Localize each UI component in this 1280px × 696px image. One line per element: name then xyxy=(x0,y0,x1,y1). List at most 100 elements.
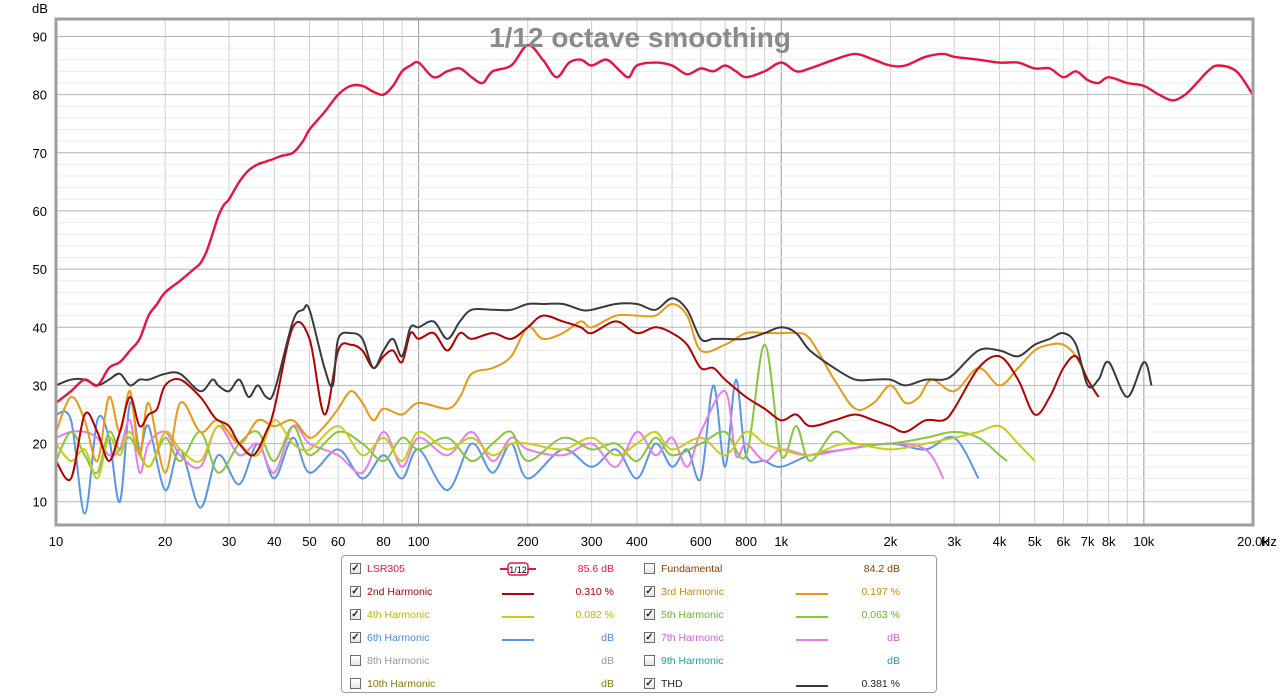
legend-row-5th-harmonic: ✓ 5th Harmonic 0.063 % xyxy=(644,606,934,626)
9th-harmonic-value: dB xyxy=(887,655,900,667)
5th-harmonic-line xyxy=(56,343,1008,475)
thd-swatch xyxy=(796,685,828,687)
x-tick-labels: 10 20 30 40 50 60 80 100 200 300 400 600 800 1k 2k 3k 4k… xyxy=(49,534,1270,549)
6th-harmonic-value: dB xyxy=(601,632,614,644)
legend-row-2nd-harmonic: ✓ 2nd Harmonic 0.310 % xyxy=(350,583,640,603)
lsr305-value: 85.6 dB xyxy=(577,563,614,575)
legend-row-9th-harmonic: 9th Harmonic dB xyxy=(644,652,934,672)
lsr305-checkbox[interactable]: ✓ xyxy=(350,563,361,574)
x-tick-label: 400 xyxy=(626,534,648,549)
fundamental-value: 84.2 dB xyxy=(863,563,900,575)
10th-harmonic-value: dB xyxy=(601,678,614,690)
y-tick-label: 80 xyxy=(33,88,47,103)
chart-title: 1/12 octave smoothing xyxy=(489,22,791,53)
x-tick-label: 7k xyxy=(1081,534,1095,549)
fundamental-checkbox[interactable] xyxy=(644,563,655,574)
plot-border xyxy=(54,17,1255,527)
legend-row-3rd-harmonic: ✓ 3rd Harmonic 0.197 % xyxy=(644,583,934,603)
x-tick-label: 40 xyxy=(267,534,281,549)
legend-row-7th-harmonic: ✓ 7th Harmonic dB xyxy=(644,629,934,649)
5th-harmonic-swatch xyxy=(796,616,828,618)
legend-row-4th-harmonic: ✓ 4th Harmonic 0.082 % xyxy=(350,606,640,626)
2nd-harmonic-label: 2nd Harmonic xyxy=(367,586,433,598)
8th-harmonic-value: dB xyxy=(601,655,614,667)
y-axis-label: dB xyxy=(32,1,48,16)
3rd-harmonic-swatch xyxy=(796,593,828,595)
9th-harmonic-checkbox[interactable] xyxy=(644,655,655,666)
y-tick-label: 40 xyxy=(33,320,47,335)
lsr305-line xyxy=(56,43,1253,404)
10th-harmonic-label: 10th Harmonic xyxy=(367,678,436,690)
x-tick-label: 3k xyxy=(947,534,961,549)
4th-harmonic-value: 0.082 % xyxy=(575,609,614,621)
y-tick-labels: 10 20 30 40 50 60 70 80 90 xyxy=(33,29,47,509)
legend-row-8th-harmonic: 8th Harmonic dB xyxy=(350,652,640,672)
x-tick-label: 1k xyxy=(774,534,788,549)
3rd-harmonic-line xyxy=(56,303,1089,474)
x-tick-label: 20 xyxy=(158,534,172,549)
y-tick-label: 50 xyxy=(33,262,47,277)
9th-harmonic-label: 9th Harmonic xyxy=(661,655,724,667)
x-tick-label: 600 xyxy=(690,534,712,549)
y-tick-label: 20 xyxy=(33,437,47,452)
x-tick-label: 10 xyxy=(49,534,63,549)
2nd-harmonic-line xyxy=(56,314,1100,482)
thd-label: THD xyxy=(661,678,683,690)
x-tick-label: 4k xyxy=(993,534,1007,549)
x-tick-label: 5k xyxy=(1028,534,1042,549)
5th-harmonic-value: 0.063 % xyxy=(861,609,900,621)
smoothing-badge[interactable]: 1/12 xyxy=(500,562,536,576)
x-tick-label: 10k xyxy=(1133,534,1154,549)
y-tick-label: 60 xyxy=(33,204,47,219)
6th-harmonic-checkbox[interactable]: ✓ xyxy=(350,632,361,643)
y-tick-label: 90 xyxy=(33,29,47,44)
x-axis-unit: Hz xyxy=(1261,534,1277,549)
7th-harmonic-swatch xyxy=(796,639,828,641)
4th-harmonic-checkbox[interactable]: ✓ xyxy=(350,609,361,620)
8th-harmonic-label: 8th Harmonic xyxy=(367,655,430,667)
x-tick-label: 200 xyxy=(517,534,539,549)
legend-row-10th-harmonic: 10th Harmonic dB xyxy=(350,675,640,695)
legend-row-fundamental: Fundamental 84.2 dB xyxy=(644,560,934,580)
frequency-response-chart: 10 20 30 40 50 60 80 100 200 300 400 600 800 1k 2k 3k 4k… xyxy=(32,1,1277,549)
legend-row-6th-harmonic: ✓ 6th Harmonic dB xyxy=(350,629,640,649)
4th-harmonic-swatch xyxy=(502,616,534,618)
series-lines xyxy=(56,43,1253,515)
x-tick-label: 100 xyxy=(408,534,430,549)
thd-line xyxy=(56,297,1153,401)
7th-harmonic-value: dB xyxy=(887,632,900,644)
3rd-harmonic-checkbox[interactable]: ✓ xyxy=(644,586,655,597)
6th-harmonic-label: 6th Harmonic xyxy=(367,632,430,644)
svg-text:1/12: 1/12 xyxy=(509,565,527,575)
thd-value: 0.381 % xyxy=(861,678,900,690)
8th-harmonic-checkbox[interactable] xyxy=(350,655,361,666)
thd-checkbox[interactable]: ✓ xyxy=(644,678,655,689)
x-tick-label: 800 xyxy=(735,534,757,549)
lsr305-label: LSR305 xyxy=(367,563,405,575)
6th-harmonic-swatch xyxy=(502,639,534,641)
2nd-harmonic-value: 0.310 % xyxy=(575,586,614,598)
x-tick-label: 20.0k xyxy=(1237,534,1269,549)
3rd-harmonic-label: 3rd Harmonic xyxy=(661,586,725,598)
7th-harmonic-checkbox[interactable]: ✓ xyxy=(644,632,655,643)
plot-area xyxy=(56,19,1253,525)
x-tick-label: 2k xyxy=(884,534,898,549)
x-tick-label: 300 xyxy=(581,534,603,549)
10th-harmonic-checkbox[interactable] xyxy=(350,678,361,689)
x-tick-label: 60 xyxy=(331,534,345,549)
7th-harmonic-label: 7th Harmonic xyxy=(661,632,724,644)
legend-panel: ✓ LSR305 1/12 85.6 dB ✓ 2nd Harmonic 0.310 % ✓ 4… xyxy=(341,555,937,693)
2nd-harmonic-checkbox[interactable]: ✓ xyxy=(350,586,361,597)
x-tick-label: 50 xyxy=(302,534,316,549)
x-tick-label: 6k xyxy=(1057,534,1071,549)
5th-harmonic-checkbox[interactable]: ✓ xyxy=(644,609,655,620)
fundamental-label: Fundamental xyxy=(661,563,723,575)
x-tick-label: 80 xyxy=(376,534,390,549)
legend-row-thd: ✓ THD 0.381 % xyxy=(644,675,934,695)
y-tick-label: 30 xyxy=(33,378,47,393)
4th-harmonic-label: 4th Harmonic xyxy=(367,609,430,621)
legend-row-lsr305: ✓ LSR305 1/12 85.6 dB xyxy=(350,560,640,580)
5th-harmonic-label: 5th Harmonic xyxy=(661,609,724,621)
grid xyxy=(55,19,1254,525)
x-tick-label: 30 xyxy=(222,534,236,549)
